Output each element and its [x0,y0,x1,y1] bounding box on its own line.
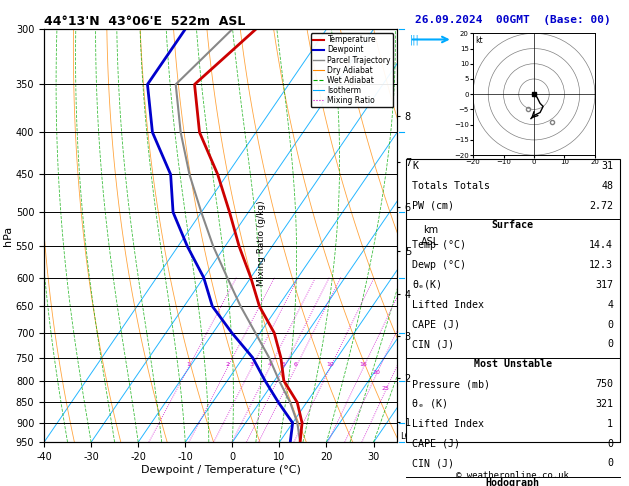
Text: 10: 10 [326,362,334,367]
Text: 317: 317 [595,280,613,290]
Text: 5: 5 [282,362,286,367]
Text: θₑ(K): θₑ(K) [412,280,442,290]
Text: Mixing Ratio (g/kg): Mixing Ratio (g/kg) [257,200,265,286]
Y-axis label: hPa: hPa [3,226,13,246]
Text: CIN (J): CIN (J) [412,339,454,349]
Text: 750: 750 [595,379,613,389]
Text: 25: 25 [381,386,389,391]
Text: 16: 16 [360,362,367,367]
Text: Hodograph: Hodograph [486,478,540,486]
Text: 0: 0 [607,458,613,469]
Text: 1: 1 [607,419,613,429]
Text: CIN (J): CIN (J) [412,458,454,469]
Text: Surface: Surface [492,221,533,230]
Text: 6: 6 [294,362,298,367]
Text: Dewp (°C): Dewp (°C) [412,260,466,270]
Text: Most Unstable: Most Unstable [474,359,552,369]
Text: |||: ||| [410,34,420,45]
Text: 44°13'N  43°06'E  522m  ASL: 44°13'N 43°06'E 522m ASL [44,15,245,28]
Text: 12.3: 12.3 [589,260,613,270]
Text: 31: 31 [601,161,613,171]
Text: 2: 2 [226,362,230,367]
Text: 1: 1 [187,362,191,367]
Legend: Temperature, Dewpoint, Parcel Trajectory, Dry Adiabat, Wet Adiabat, Isotherm, Mi: Temperature, Dewpoint, Parcel Trajectory… [311,33,393,107]
Text: 321: 321 [595,399,613,409]
Text: 4: 4 [607,300,613,310]
Text: Totals Totals: Totals Totals [412,181,490,191]
Text: K: K [412,161,418,171]
Text: 26.09.2024  00GMT  (Base: 00): 26.09.2024 00GMT (Base: 00) [415,15,611,25]
Y-axis label: km
ASL: km ASL [421,225,440,246]
Text: 0: 0 [607,339,613,349]
Text: 0: 0 [607,438,613,449]
Text: Lifted Index: Lifted Index [412,419,484,429]
Text: 3: 3 [250,362,254,367]
Text: θₑ (K): θₑ (K) [412,399,448,409]
Text: Temp (°C): Temp (°C) [412,240,466,250]
Text: 14.4: 14.4 [589,240,613,250]
Bar [406,159,620,442]
Text: 20: 20 [372,370,380,376]
Text: 2.72: 2.72 [589,201,613,210]
Text: 0: 0 [607,320,613,330]
Text: PW (cm): PW (cm) [412,201,454,210]
Text: CAPE (J): CAPE (J) [412,438,460,449]
Text: 48: 48 [601,181,613,191]
Text: CAPE (J): CAPE (J) [412,320,460,330]
Text: 4: 4 [268,362,272,367]
Text: LCL: LCL [401,432,416,441]
Text: Pressure (mb): Pressure (mb) [412,379,490,389]
Text: © weatheronline.co.uk: © weatheronline.co.uk [456,471,569,480]
X-axis label: Dewpoint / Temperature (°C): Dewpoint / Temperature (°C) [141,465,301,475]
Text: Lifted Index: Lifted Index [412,300,484,310]
